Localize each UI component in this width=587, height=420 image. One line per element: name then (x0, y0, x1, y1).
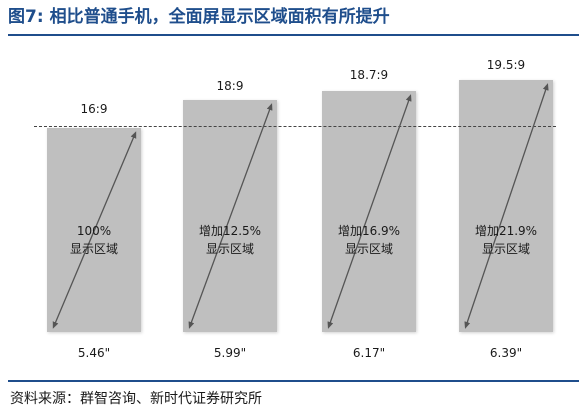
source-divider (8, 380, 579, 382)
figure-title: 图7: 相比普通手机，全面屏显示区域面积有所提升 (8, 4, 390, 30)
size-label-2: 5.99" (213, 346, 247, 360)
area-label-2-line1: 增加12.5% (198, 224, 262, 238)
source-note: 资料来源：群智咨询、新时代证券研究所 (10, 391, 262, 407)
ratio-label-1: 16:9 (80, 102, 108, 116)
phone-18-7-9 (322, 91, 416, 332)
area-label-2: 增加12.5% 显示区域 (183, 222, 277, 258)
area-label-4: 增加21.9% 显示区域 (459, 222, 553, 258)
ratio-label-2: 18:9 (216, 79, 244, 93)
size-label-4: 6.39" (489, 346, 523, 360)
area-label-4-line2: 显示区域 (481, 242, 530, 256)
area-label-3-line2: 显示区域 (344, 242, 393, 256)
phone-18-9 (183, 100, 277, 332)
area-label-3: 增加16.9% 显示区域 (322, 222, 416, 258)
area-label-1-line2: 显示区域 (69, 242, 118, 256)
area-label-1: 100% 显示区域 (47, 222, 141, 258)
ratio-label-4: 19.5:9 (486, 58, 526, 72)
area-label-1-line1: 100% (76, 224, 112, 238)
area-label-4-line1: 增加21.9% (474, 224, 538, 238)
title-divider (8, 34, 579, 36)
size-label-3: 6.17" (352, 346, 386, 360)
area-label-2-line2: 显示区域 (205, 242, 254, 256)
reference-dashed-line (34, 126, 556, 127)
phone-19-5-9 (459, 80, 553, 332)
ratio-label-3: 18.7:9 (349, 68, 389, 82)
area-label-3-line1: 增加16.9% (337, 224, 401, 238)
size-label-1: 5.46" (77, 346, 111, 360)
figure-label: 图7: (8, 7, 44, 27)
figure-caption: 相比普通手机，全面屏显示区域面积有所提升 (49, 7, 390, 27)
